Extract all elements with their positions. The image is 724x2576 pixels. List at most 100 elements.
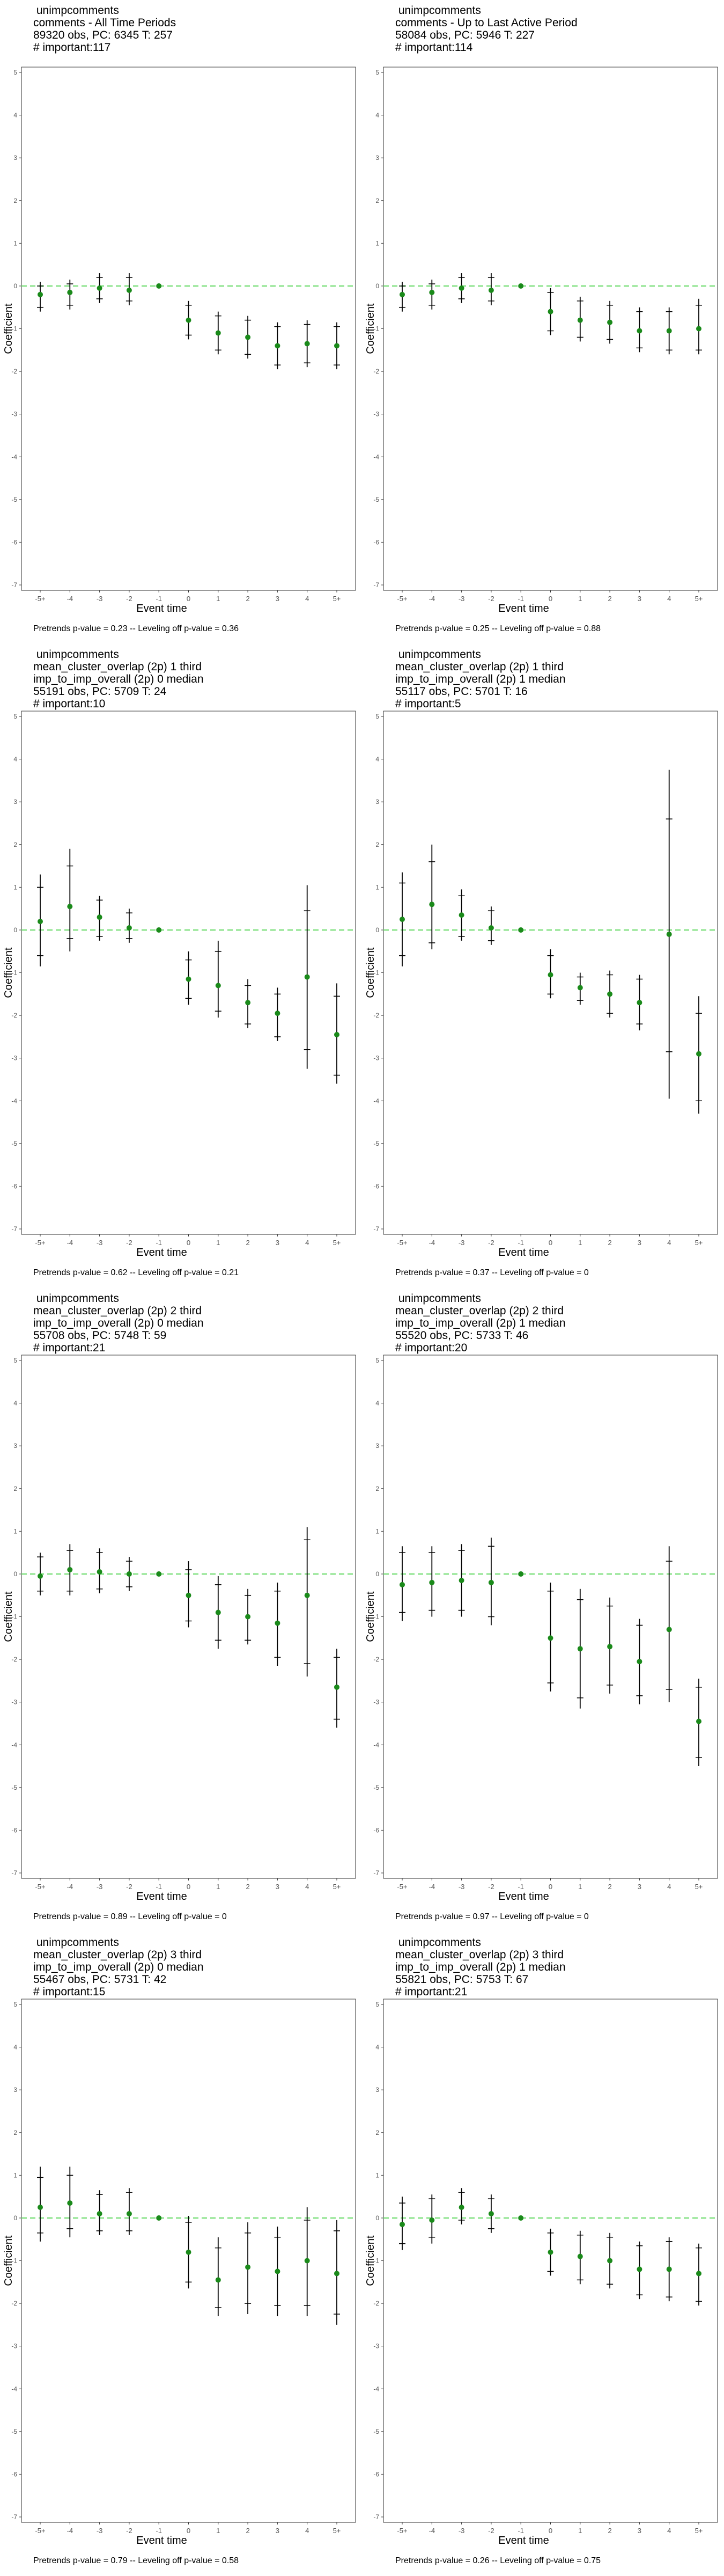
coefficient-point — [607, 319, 613, 325]
y-tick-label: -4 — [11, 453, 17, 460]
y-tick-label: 3 — [375, 1442, 379, 1450]
coefficient-point — [518, 283, 524, 289]
x-tick-label: -2 — [126, 1883, 132, 1891]
pvalue-caption: Pretrends p-value = 0.79 -- Leveling off… — [33, 2556, 239, 2565]
y-tick-label: -4 — [373, 1097, 379, 1104]
panel-title-line: unimpcomments — [33, 4, 119, 17]
coefficient-point — [429, 902, 435, 908]
panel-title: unimpcomments mean_cluster_overlap (2p) 2… — [33, 1292, 204, 1354]
y-tick-label: 2 — [375, 2129, 379, 2136]
y-tick-label: 0 — [375, 926, 379, 934]
panel-title-line: imp_to_imp_overall (2p) 1 median — [395, 673, 566, 685]
chart-panel: 5 4 3 2 1 0 -1 -2 -3 -4 -5 -6 -7 -5+ -4 -3 -2 -1 0 1 2 3 4 5+ Ev… — [362, 1932, 724, 2576]
x-tick-label: 0 — [549, 595, 552, 603]
coefficient-point — [488, 2211, 494, 2216]
panel-title-line: imp_to_imp_overall (2p) 0 median — [33, 673, 204, 685]
coefficient-point — [666, 931, 672, 937]
coefficient-point — [548, 2249, 553, 2255]
x-tick-label: 2 — [246, 2527, 249, 2535]
y-tick-label: 0 — [375, 2214, 379, 2222]
coefficient-point — [400, 291, 405, 297]
panel-title-line: mean_cluster_overlap (2p) 1 third — [33, 661, 202, 673]
coefficient-point — [334, 2271, 339, 2277]
y-tick-label: -5 — [11, 1784, 17, 1791]
y-tick-label: 2 — [13, 841, 17, 848]
coefficient-point — [38, 919, 43, 924]
coefficient-point — [97, 1569, 102, 1575]
coefficient-point — [334, 1031, 339, 1037]
y-tick-label: -2 — [373, 368, 379, 375]
y-tick-label: 0 — [13, 1570, 17, 1578]
panel-title-line: 55467 obs, PC: 5731 T: 42 — [33, 1973, 167, 1986]
panel-title-line: unimpcomments — [395, 1936, 481, 1949]
coefficient-point — [400, 2221, 405, 2227]
x-tick-label: -1 — [156, 595, 162, 603]
y-tick-label: -7 — [373, 2513, 379, 2521]
coefficient-point — [334, 343, 339, 349]
coefficient-point — [696, 326, 701, 332]
panel-title-line: 55708 obs, PC: 5748 T: 59 — [33, 1329, 167, 1342]
coefficient-point — [429, 2217, 435, 2223]
coefficient-point — [488, 287, 494, 293]
x-tick-label: -2 — [126, 1239, 132, 1247]
coefficient-point — [156, 283, 162, 289]
coefficient-point — [245, 1614, 251, 1620]
x-tick-label: 1 — [216, 1239, 220, 1247]
y-tick-label: -3 — [373, 2343, 379, 2350]
chart-panel: 5 4 3 2 1 0 -1 -2 -3 -4 -5 -6 -7 -5+ -4 -3 -2 -1 0 1 2 3 4 5+ Ev… — [0, 1932, 362, 2576]
y-tick-label: 5 — [375, 1357, 379, 1364]
coefficient-point — [126, 1571, 132, 1577]
x-tick-label: -4 — [429, 1239, 435, 1247]
event-study-chart: 5 4 3 2 1 0 -1 -2 -3 -4 -5 -6 -7 -5+ -4 -3 -2 -1 0 1 2 3 4 5+ Ev… — [3, 67, 356, 614]
coefficient-point — [304, 974, 310, 980]
x-axis-label: Event time — [498, 1891, 549, 1902]
coefficient-point — [156, 1571, 162, 1577]
coefficient-point — [215, 2277, 221, 2283]
y-tick-label: -6 — [373, 538, 379, 546]
coefficient-point — [245, 2264, 251, 2270]
coefficient-point — [304, 2258, 310, 2264]
coefficient-point — [304, 341, 310, 347]
coefficient-point — [459, 285, 464, 291]
x-tick-label: -5+ — [35, 1239, 45, 1247]
x-tick-label: 5+ — [695, 2527, 703, 2535]
panel-title-line: 55191 obs, PC: 5709 T: 24 — [33, 685, 167, 698]
coefficient-point — [126, 925, 132, 931]
x-tick-label: -2 — [488, 1239, 494, 1247]
panel-title-line: imp_to_imp_overall (2p) 0 median — [33, 1317, 204, 1329]
coefficient-point — [126, 287, 132, 293]
y-tick-label: 0 — [375, 1570, 379, 1578]
x-tick-label: 3 — [638, 1239, 641, 1247]
y-tick-label: -1 — [11, 969, 17, 977]
x-tick-label: 3 — [276, 595, 279, 603]
x-tick-label: -4 — [67, 1239, 73, 1247]
y-tick-label: -2 — [373, 1012, 379, 1019]
x-tick-label: -2 — [488, 595, 494, 603]
y-tick-label: -4 — [373, 1741, 379, 1748]
x-tick-label: -3 — [97, 1883, 103, 1891]
panel-title-line: 55117 obs, PC: 5701 T: 16 — [395, 685, 528, 698]
y-tick-label: -4 — [11, 1741, 17, 1748]
event-study-chart: 5 4 3 2 1 0 -1 -2 -3 -4 -5 -6 -7 -5+ -4 -3 -2 -1 0 1 2 3 4 5+ Ev… — [3, 711, 356, 1258]
coefficient-point — [67, 289, 73, 295]
y-tick-label: -5 — [373, 1140, 379, 1147]
y-tick-label: -3 — [373, 1055, 379, 1062]
panel-title-line: mean_cluster_overlap (2p) 3 third — [33, 1949, 202, 1961]
coefficient-point — [275, 2268, 280, 2274]
x-tick-label: -1 — [518, 595, 524, 603]
coefficient-point — [666, 328, 672, 334]
coefficient-point — [97, 2211, 102, 2216]
x-tick-label: 0 — [187, 2527, 190, 2535]
coefficient-point — [304, 1592, 310, 1598]
x-axis-label: Event time — [498, 603, 549, 614]
coefficient-point — [156, 2215, 162, 2221]
y-tick-label: -6 — [373, 1182, 379, 1190]
y-axis-label: Coefficient — [3, 947, 14, 998]
panel-title: unimpcomments mean_cluster_overlap (2p) 3… — [33, 1936, 204, 1998]
x-tick-label: -5+ — [397, 2527, 407, 2535]
event-study-chart: 5 4 3 2 1 0 -1 -2 -3 -4 -5 -6 -7 -5+ -4 -3 -2 -1 0 1 2 3 4 5+ Ev… — [365, 67, 718, 614]
panel-title-line: 89320 obs, PC: 6345 T: 257 — [33, 29, 173, 41]
x-tick-label: -5+ — [35, 1883, 45, 1891]
x-tick-label: -4 — [67, 595, 73, 603]
y-tick-label: 2 — [375, 197, 379, 204]
